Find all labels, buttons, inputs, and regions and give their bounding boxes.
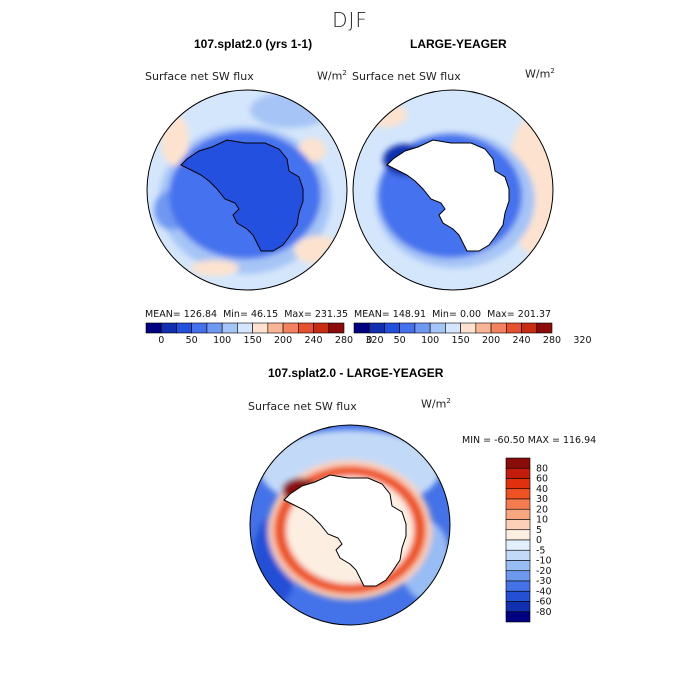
colorbar-panel-1-swatch — [221, 322, 238, 334]
colorbar-difference-swatch — [505, 549, 531, 561]
colorbar-difference-swatch — [505, 478, 531, 490]
colorbar-panel-2-tick-label: 50 — [394, 335, 406, 346]
colorbar-panel-1-tick-label: 100 — [213, 335, 231, 346]
colorbar-panel-2-swatch — [536, 322, 553, 334]
colorbar-panel-1-swatch — [145, 322, 162, 334]
colorbar-difference-tick-label: -40 — [536, 586, 552, 597]
colorbar-panel-1-tick-label: 320 — [365, 335, 383, 346]
colorbar-difference-swatch — [505, 529, 531, 541]
panel-2-unit: W/m2 — [525, 67, 555, 81]
colorbar-difference-swatch — [505, 519, 531, 531]
colorbar-panel-1-swatch — [206, 322, 223, 334]
colorbar-panel-1-tick-label: 0 — [158, 335, 164, 346]
panel-1-stats: MEAN= 126.84 Min= 46.15 Max= 231.35 — [145, 309, 349, 320]
colorbar-difference-tick-label: 40 — [536, 484, 548, 495]
colorbar-difference-tick-label: -80 — [536, 607, 552, 618]
colorbar-panel-2-tick-label: 0 — [366, 335, 372, 346]
colorbar-difference-swatch — [505, 560, 531, 572]
colorbar-panel-1-tick-label: 50 — [186, 335, 198, 346]
colorbar-panel-2: 0 50 100 150 200 240 280 320 — [353, 322, 592, 346]
colorbar-panel-2-swatch — [445, 322, 461, 334]
colorbar-panel-1-swatch — [328, 322, 345, 334]
panel-1-map — [146, 89, 348, 291]
colorbar-difference-tick-label: -30 — [536, 576, 552, 587]
colorbar-difference-tick-label: 0 — [536, 535, 542, 546]
colorbar-difference-tick-label: 10 — [536, 515, 548, 526]
colorbar-panel-1: 0 50 100 150 200 240 280 320 — [145, 322, 384, 346]
season-title: DJF — [332, 8, 368, 32]
colorbar-difference-swatch — [505, 457, 531, 469]
colorbar-panel-1-tick-label: 240 — [304, 335, 322, 346]
colorbar-difference-tick-label: 20 — [536, 504, 548, 515]
colorbar-panel-1-swatch — [313, 322, 330, 334]
colorbar-panel-1-swatch — [267, 322, 284, 334]
colorbar-panel-2-swatch — [490, 322, 507, 334]
colorbar-difference-tick-label: 80 — [536, 463, 548, 474]
colorbar-difference-swatch — [505, 488, 531, 500]
colorbar-difference-tick-label: -60 — [536, 597, 552, 608]
colorbar-panel-2-tick-label: 100 — [421, 335, 439, 346]
colorbar-panel-2-swatch — [460, 322, 477, 334]
panel-1-unit: W/m2 — [317, 69, 347, 83]
colorbar-panel-2-swatch — [414, 322, 431, 334]
colorbar-panel-2-swatch — [429, 322, 446, 334]
panel-3-title: 107.splat2.0 - LARGE-YEAGER — [268, 366, 444, 380]
colorbar-panel-1-tick-label: 280 — [335, 335, 353, 346]
colorbar-difference-tick-label: -5 — [536, 545, 545, 556]
colorbar-difference-swatch — [505, 580, 531, 592]
colorbar-difference-tick-label: 30 — [536, 494, 548, 505]
colorbar-panel-1-swatch — [252, 322, 269, 334]
colorbar-panel-1-swatch — [160, 322, 177, 334]
panel-2-map — [352, 89, 554, 291]
colorbar-difference-tick-label: 60 — [536, 474, 548, 485]
colorbar-difference-swatch — [505, 467, 531, 479]
colorbar-panel-2-swatch — [368, 322, 385, 334]
colorbar-panel-2-swatch — [384, 322, 400, 334]
colorbar-difference-swatch — [505, 539, 531, 551]
colorbar-panel-1-swatch — [237, 322, 253, 334]
colorbar-panel-2-swatch — [353, 322, 370, 334]
colorbar-panel-2-tick-label: 240 — [512, 335, 530, 346]
colorbar-difference-tick-label: 5 — [536, 525, 542, 536]
colorbar-difference-swatch — [505, 590, 531, 602]
colorbar-panel-1-tick-label: 200 — [274, 335, 292, 346]
panel-3-unit: W/m2 — [421, 397, 451, 411]
panel-2-stats: MEAN= 148.91 Min= 0.00 Max= 201.37 — [354, 309, 552, 320]
colorbar-panel-1-swatch — [298, 322, 314, 334]
panel-2-variable-label: Surface net SW flux — [352, 70, 461, 83]
colorbar-difference-tick-label: -10 — [536, 556, 552, 567]
colorbar-difference-swatch — [505, 601, 531, 613]
colorbar-panel-1-tick-label: 150 — [244, 335, 262, 346]
panel-2-title: LARGE-YEAGER — [410, 37, 507, 51]
colorbar-panel-2-tick-label: 320 — [573, 335, 591, 346]
colorbar-panel-2-swatch — [521, 322, 538, 334]
colorbar-difference-swatch — [505, 508, 531, 520]
colorbar-panel-2-tick-label: 280 — [543, 335, 561, 346]
colorbar-difference-tick-label: -20 — [536, 566, 552, 577]
panel-1-variable-label: Surface net SW flux — [145, 70, 254, 83]
panel-3-min-max: MIN = -60.50 MAX = 116.94 — [462, 435, 597, 446]
colorbar-panel-1-swatch — [176, 322, 192, 334]
colorbar-panel-2-swatch — [475, 322, 492, 334]
panel-3-map — [249, 424, 451, 626]
panel-1-title: 107.splat2.0 (yrs 1-1) — [194, 37, 313, 51]
colorbar-panel-1-swatch — [191, 322, 208, 334]
colorbar-difference-swatch — [505, 570, 531, 582]
panel-3-variable-label: Surface net SW flux — [248, 400, 357, 413]
colorbar-panel-1-swatch — [282, 322, 299, 334]
colorbar-difference-swatch — [505, 498, 531, 510]
colorbar-panel-2-swatch — [506, 322, 522, 334]
colorbar-panel-2-swatch — [399, 322, 416, 334]
colorbar-difference-swatch — [505, 611, 531, 623]
colorbar-panel-2-tick-label: 150 — [452, 335, 470, 346]
colorbar-panel-2-tick-label: 200 — [482, 335, 500, 346]
